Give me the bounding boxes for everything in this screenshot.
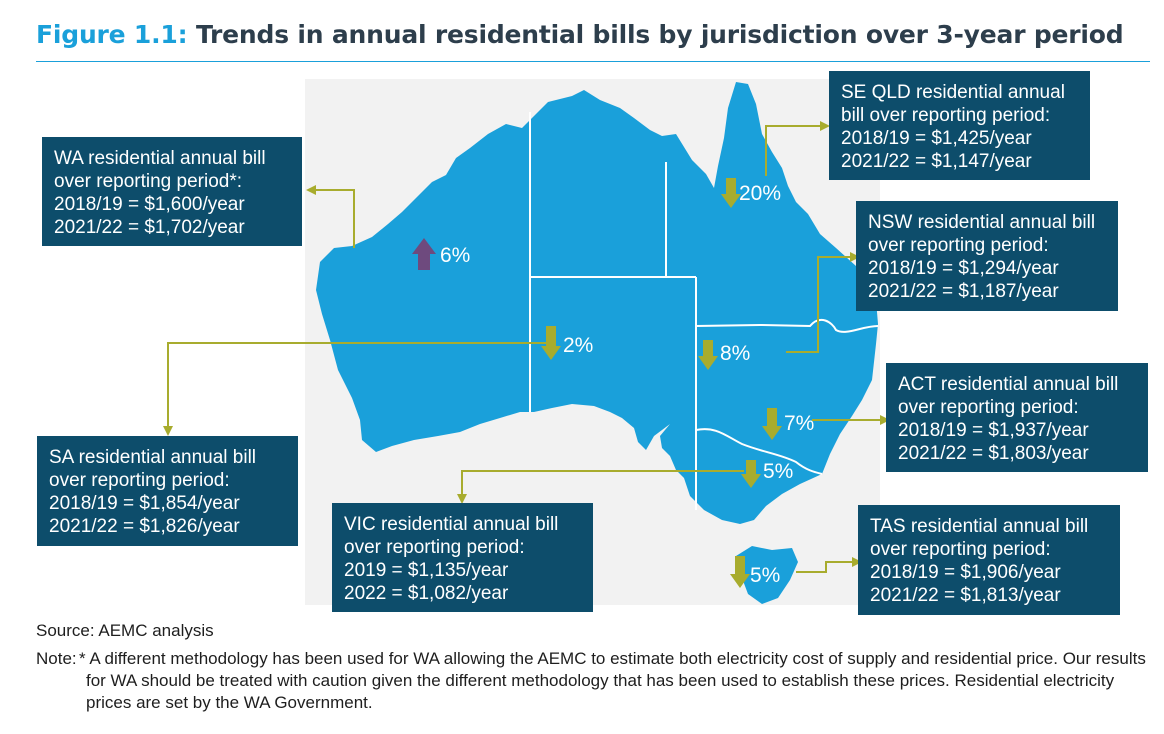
wa-change-label: 6% — [440, 244, 471, 267]
nsw-callout-line: NSW residential annual bill — [868, 212, 1096, 233]
wa-callout-line: 2018/19 = $1,600/year — [54, 194, 245, 215]
sa-change-label: 2% — [563, 334, 594, 357]
act-callout-line: ACT residential annual bill — [898, 374, 1119, 395]
wa-callout: WA residential annual bill over reportin… — [42, 137, 302, 246]
wa-up-arrow — [412, 238, 436, 270]
vic-callout-line: VIC residential annual bill — [344, 514, 559, 535]
connector-lines — [167, 125, 886, 573]
source-text: Source: AEMC analysis — [36, 621, 214, 640]
wa-arrowhead — [306, 185, 316, 195]
title-rule — [36, 61, 1150, 62]
tas-down-arrow — [730, 556, 750, 588]
trend-arrows — [412, 178, 782, 588]
qld-nsw-border — [695, 318, 879, 333]
sa-down-arrow — [541, 326, 561, 360]
seqld-callout-line: 2018/19 = $1,425/year — [841, 128, 1032, 149]
act-change-label: 7% — [784, 412, 815, 435]
nsw-arrowhead — [850, 252, 860, 262]
tas-change-label: 5% — [750, 564, 781, 587]
sa-connector — [167, 342, 546, 432]
wa-callout-line: WA residential annual bill — [54, 148, 266, 169]
vic-connector — [461, 470, 744, 500]
wa-connector — [308, 189, 355, 248]
tas-callout: TAS residential annual bill over reporti… — [858, 505, 1120, 615]
connector-arrowheads — [163, 121, 890, 567]
seqld-callout-line: 2021/22 = $1,147/year — [841, 151, 1032, 172]
nsw-callout-line: 2021/22 = $1,187/year — [868, 281, 1059, 302]
vic-callout-line: 2022 = $1,082/year — [344, 583, 509, 604]
sa-callout-line: 2021/22 = $1,826/year — [49, 516, 240, 537]
seqld-callout: SE QLD residential annual bill over repo… — [829, 71, 1090, 180]
act-callout-line: 2018/19 = $1,937/year — [898, 420, 1089, 441]
vic-change-label: 5% — [763, 460, 794, 483]
sa-callout: SA residential annual bill over reportin… — [37, 436, 298, 546]
seqld-connector — [765, 125, 826, 176]
sa-arrowhead — [163, 426, 173, 436]
sa-callout-line: SA residential annual bill — [49, 447, 257, 468]
sa-callout-line: 2018/19 = $1,854/year — [49, 493, 240, 514]
vic-down-arrow — [741, 460, 761, 488]
tasmania-shape — [736, 546, 798, 604]
note-label: Note: — [36, 649, 77, 668]
vic-callout-line: 2019 = $1,135/year — [344, 560, 509, 581]
wa-callout-line: over reporting period*: — [54, 171, 242, 192]
nsw-connector — [786, 256, 856, 353]
tas-callout-line: 2018/19 = $1,906/year — [870, 562, 1061, 583]
seqld-down-arrow — [721, 178, 741, 208]
vic-arrowhead — [457, 494, 467, 504]
seqld-change-label: 20% — [739, 182, 782, 205]
seqld-callout-line: bill over reporting period: — [841, 105, 1051, 126]
note: Note: * A different methodology has been… — [36, 648, 1146, 714]
nsw-callout-line: 2018/19 = $1,294/year — [868, 258, 1059, 279]
tas-callout-line: over reporting period: — [870, 539, 1051, 560]
act-callout: ACT residential annual bill over reporti… — [886, 363, 1148, 472]
tas-connector — [796, 561, 858, 573]
act-down-arrow — [762, 408, 782, 440]
seqld-arrowhead — [820, 121, 830, 131]
tas-callout-line: TAS residential annual bill — [870, 516, 1089, 537]
wa-callout-line: 2021/22 = $1,702/year — [54, 217, 245, 238]
mainland-shape — [316, 82, 878, 524]
vic-callout-line: over reporting period: — [344, 537, 525, 558]
figure-title: Figure 1.1: Trends in annual residential… — [36, 20, 1124, 49]
act-arrowhead — [880, 415, 890, 425]
note-text: * A different methodology has been used … — [79, 649, 1146, 712]
nsw-vic-border — [695, 428, 823, 475]
sa-callout-line: over reporting period: — [49, 470, 230, 491]
nsw-down-arrow — [698, 340, 718, 370]
act-callout-line: 2021/22 = $1,803/year — [898, 443, 1089, 464]
figure-title-text: Trends in annual residential bills by ju… — [195, 20, 1124, 49]
vic-callout: VIC residential annual bill over reporti… — [332, 503, 593, 612]
act-callout-line: over reporting period: — [898, 397, 1079, 418]
tas-arrowhead — [852, 557, 862, 567]
tas-callout-line: 2021/22 = $1,813/year — [870, 585, 1061, 606]
nsw-callout: NSW residential annual bill over reporti… — [856, 201, 1118, 311]
seqld-callout-line: SE QLD residential annual — [841, 82, 1065, 103]
nsw-callout-line: over reporting period: — [868, 235, 1049, 256]
figure-number: Figure 1.1: — [36, 20, 188, 49]
nsw-change-label: 8% — [720, 342, 751, 365]
